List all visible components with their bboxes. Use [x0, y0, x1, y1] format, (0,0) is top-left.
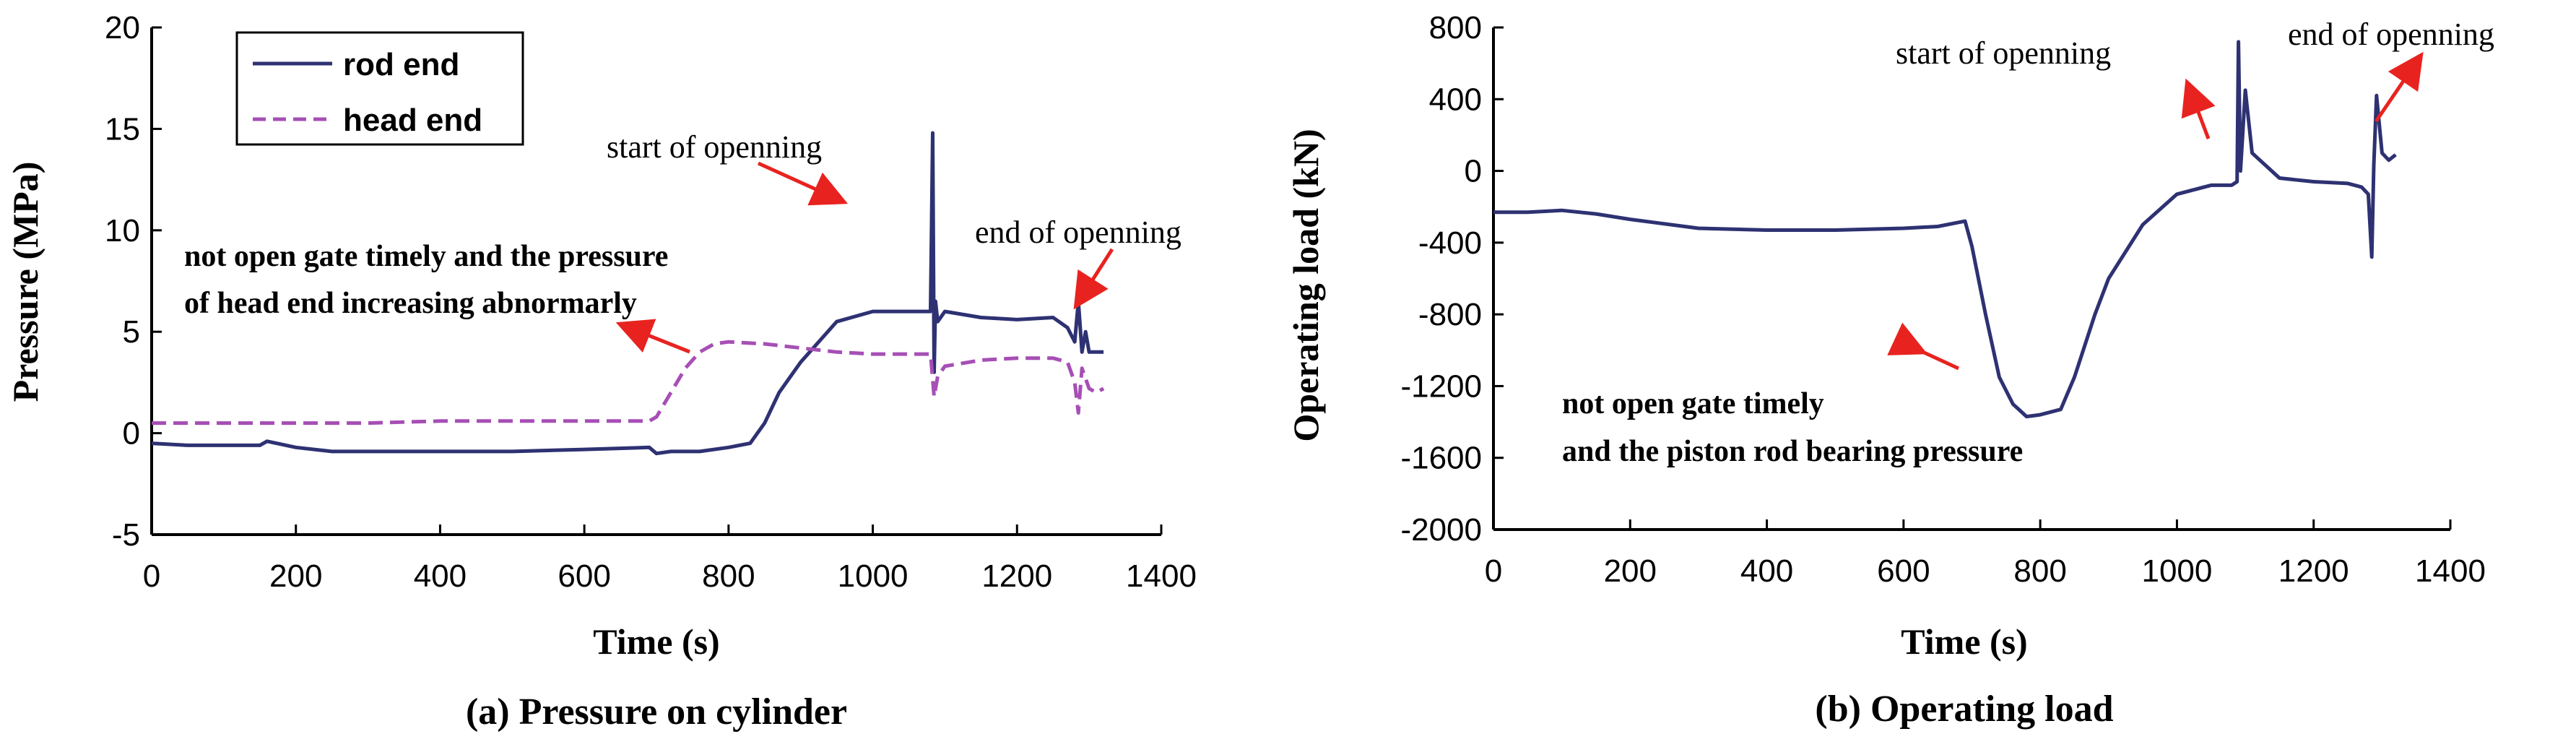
chart-b-x-tick-label: 1400: [2415, 553, 2486, 589]
chart-b-series: [1493, 40, 2397, 419]
chart-b-caption: (b) Operating load: [1815, 688, 2113, 730]
chart-b-annotation-end: end of openning: [2288, 17, 2494, 52]
chart-a-y-tick-label: 20: [105, 10, 140, 46]
chart-a-y-tick-label: 0: [123, 416, 140, 452]
chart-b-ticks: 0 200 400 600 800 1000 1200 1400 -2000 -1600 -1200…: [1400, 10, 2485, 589]
chart-b-y-tick-label: -1200: [1400, 368, 1482, 404]
chart-a-annotation-end-arrow: [1073, 248, 1114, 310]
chart-b-x-tick-label: 800: [2013, 553, 2066, 589]
chart-a-x-tick-label: 0: [143, 558, 160, 594]
chart-b-y-tick-label: -400: [1418, 225, 1482, 261]
chart-a-annotation-start: start of openning: [607, 129, 822, 165]
chart-b-x-tick-label: 200: [1604, 553, 1657, 589]
chart-a-series: [151, 131, 1105, 456]
chart-a-legend: rod end head end: [235, 31, 524, 146]
chart-a-annotation-note-line2: of head end increasing abnormarly: [184, 287, 637, 320]
chart-a-x-tick-label: 1200: [981, 558, 1052, 594]
chart-a-annotation-end: end of openning: [975, 215, 1181, 250]
chart-a-x-axis-title: Time (s): [593, 621, 719, 662]
chart-a-y-tick-label: 15: [105, 111, 140, 147]
chart-a-x-tick-label: 1400: [1126, 558, 1197, 594]
chart-b-x-tick-label: 1200: [2278, 553, 2349, 589]
chart-b-annotation-end-arrow: [2374, 51, 2424, 123]
chart-b-annotation-note-arrow: [1887, 322, 1960, 371]
chart-a-y-tick-label: 10: [105, 213, 140, 249]
chart-a-x-tick-label: 600: [558, 558, 610, 594]
chart-b-y-axis-title: Operating load (kN): [1285, 129, 1326, 441]
chart-b-y-tick-label: -2000: [1400, 512, 1482, 548]
chart-b-x-tick-label: 1000: [2141, 553, 2212, 589]
chart-a-annotation-note-arrow: [615, 319, 690, 354]
chart-a-x-tick-label: 200: [269, 558, 322, 594]
chart-a-y-axis-title: Pressure (MPa): [5, 162, 45, 402]
chart-b-annotation-note-line1: not open gate timely: [1562, 387, 1824, 420]
chart-b-y-tick-label: -1600: [1400, 441, 1482, 476]
chart-a-y-tick-label: -5: [112, 517, 140, 553]
chart-a-caption: (a) Pressure on cylinder: [466, 691, 847, 733]
chart-a-x-tick-label: 800: [702, 558, 755, 594]
chart-b-annotation-start-arrow: [2181, 78, 2216, 139]
chart-a-series-rod-end: [151, 131, 1104, 456]
chart-a-x-tick-label: 1000: [838, 558, 908, 594]
chart-b-annotation-start: start of openning: [1896, 35, 2111, 71]
legend-label-rod-end: rod end: [343, 47, 459, 82]
chart-b-y-tick-label: -800: [1418, 297, 1482, 332]
chart-a-series-head-end: [152, 340, 1105, 426]
legend-label-head-end: head end: [343, 103, 482, 138]
legend-box: [235, 31, 524, 146]
chart-b: 0 200 400 600 800 1000 1200 1400 -2000 -1600 -1200…: [1285, 10, 2494, 730]
chart-b-x-axis-title: Time (s): [1901, 621, 2027, 662]
chart-a-y-tick-label: 5: [123, 314, 140, 350]
chart-b-y-tick-label: 400: [1429, 82, 1482, 117]
chart-b-y-tick-label: 0: [1465, 154, 1482, 189]
chart-b-series-line-0: [1493, 40, 2397, 419]
chart-b-x-tick-label: 400: [1740, 553, 1793, 589]
chart-a-x-tick-label: 400: [414, 558, 467, 594]
chart-a-annotation-start-arrow: [757, 161, 849, 206]
chart-b-x-tick-label: 600: [1877, 553, 1930, 589]
chart-b-annotation-note-line2: and the piston rod bearing pressure: [1562, 435, 2023, 468]
chart-b-x-tick-label: 0: [1485, 553, 1502, 589]
chart-a-annotation-note-line1: not open gate timely and the pressure: [184, 240, 668, 273]
chart-b-y-tick-label: 800: [1429, 10, 1482, 46]
